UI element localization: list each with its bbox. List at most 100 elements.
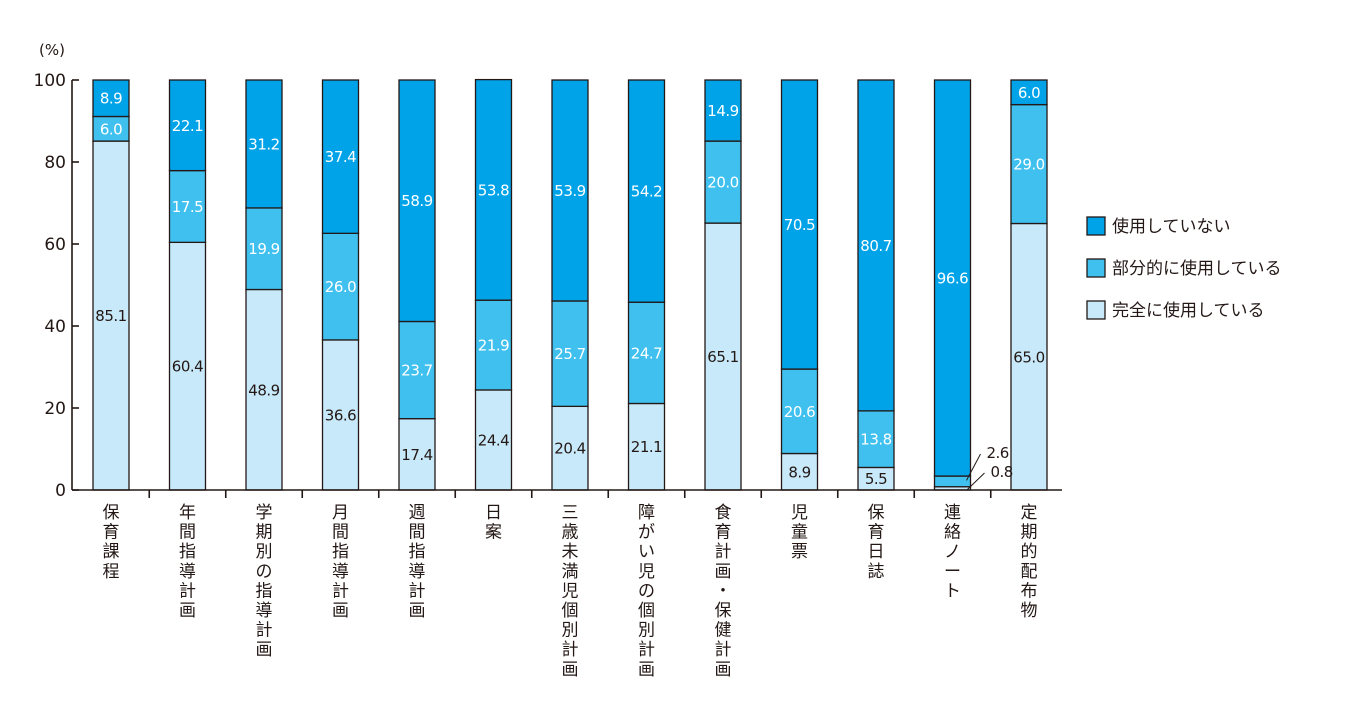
legend-swatch: [1086, 300, 1106, 320]
value-labels: 85.1 6.0 8.9 60.4 17.5 22.1 48.9 19.9 31.2 36.6 26…: [95, 84, 1045, 491]
legend-swatch: [1086, 216, 1106, 236]
bar-segment: [321, 79, 360, 234]
bar-segment: [551, 300, 589, 408]
data-label: 20.6: [784, 403, 815, 421]
x-tick-label: 連絡ノート: [944, 503, 961, 601]
data-label: 53.8: [478, 181, 509, 199]
legend-label: 使用していない: [1112, 216, 1231, 237]
bar-stack: [168, 79, 207, 491]
data-label: 96.6: [937, 270, 968, 288]
data-label: 60.4: [172, 358, 203, 376]
data-label: 80.7: [860, 237, 891, 255]
bar-segment: [933, 79, 972, 477]
bar-stack: [627, 79, 666, 491]
legend-label: 完全に使用している: [1112, 300, 1265, 321]
bar-segment: [92, 79, 130, 118]
bar-segment: [627, 301, 666, 405]
data-label: 25.7: [554, 345, 585, 363]
x-tick-label: 月間指導計画: [332, 503, 349, 621]
bar-segment: [245, 207, 283, 291]
bar-segment: [1010, 222, 1048, 491]
data-label: 20.0: [707, 174, 738, 192]
data-label: 8.9: [100, 90, 122, 108]
legend-swatch: [1086, 258, 1106, 278]
x-tick-label: 三歳未満児個別計画: [562, 503, 579, 680]
y-tick-label: 20: [44, 399, 66, 419]
data-label: 2.6: [987, 444, 1009, 462]
callout-line: [966, 453, 981, 481]
bar-segment: [704, 79, 742, 142]
data-label: 6.0: [100, 120, 122, 138]
bar-stack: [780, 79, 819, 491]
bar-segment: [321, 232, 360, 341]
data-label: 24.4: [478, 431, 509, 449]
bar-segment: [321, 339, 360, 491]
data-label: 17.5: [172, 198, 203, 216]
data-label: 21.9: [478, 337, 509, 355]
bar-segment: [474, 389, 513, 491]
data-label: 29.0: [1013, 156, 1044, 174]
x-tick-label: 年間指導計画: [179, 503, 196, 621]
bar-segment: [398, 79, 436, 323]
bar-stack: [1010, 79, 1048, 491]
y-tick-label: 0: [55, 481, 66, 501]
bar-stack: [551, 79, 589, 491]
bar-segment: [245, 79, 283, 209]
data-label: 31.2: [248, 135, 279, 153]
bar-segment: [857, 79, 895, 412]
data-label: 26.0: [325, 278, 356, 296]
x-tick-label: 学期別の指導計画: [256, 503, 273, 660]
data-label: 21.1: [631, 438, 662, 456]
y-tick-label: 60: [44, 235, 66, 255]
y-axis: 0 20 40 60 80 100: [34, 71, 79, 501]
x-tick-label: 保育課程: [103, 503, 120, 582]
data-label: 48.9: [248, 381, 279, 399]
x-tick-label: 児童票: [791, 503, 808, 562]
bar-segment: [933, 475, 972, 488]
x-tick-label: 定期的配布物: [1021, 503, 1038, 621]
bar-segment: [474, 78, 513, 301]
x-tick-label: 食育計画・保健計画: [715, 503, 732, 680]
bar-stack: [474, 78, 513, 491]
bar-segment: [780, 368, 819, 455]
data-label: 70.5: [784, 216, 815, 234]
bar-segment: [168, 169, 207, 244]
data-label: 8.9: [788, 463, 810, 481]
bar-stack: [321, 79, 360, 491]
x-tick-label: 週間指導計画: [409, 503, 426, 621]
x-tick-label: 日案: [485, 503, 502, 543]
bar-segment: [398, 320, 436, 420]
bar-segment: [245, 288, 283, 491]
bar-stack: [933, 79, 972, 491]
data-label: 85.1: [95, 307, 126, 325]
y-tick-label: 40: [44, 317, 66, 337]
bar-segment: [780, 452, 819, 491]
data-label: 65.1: [707, 348, 738, 366]
bar-segment: [551, 79, 589, 302]
bar-stack: [857, 79, 895, 491]
data-label: 19.9: [248, 240, 279, 258]
legend-item: 部分的に使用している: [1086, 258, 1282, 279]
bar-segment: [1010, 79, 1048, 106]
x-axis: 保育課程 年間指導計画 学期別の指導計画 月間指導計画 週間指導計画 日案 三歳未満児個別計…: [72, 489, 1062, 680]
data-label: 37.4: [325, 148, 356, 166]
y-tick-label: 80: [44, 153, 66, 173]
data-label: 5.5: [865, 470, 887, 488]
bar-segment: [168, 241, 207, 491]
bar-segment: [398, 418, 436, 491]
legend-item: 完全に使用している: [1086, 300, 1265, 321]
x-tick-label: 保育日誌: [868, 503, 885, 582]
data-label: 54.2: [631, 183, 662, 201]
data-label: 24.7: [631, 344, 662, 362]
data-label: 53.9: [554, 182, 585, 200]
bar-stack: [398, 79, 436, 491]
data-label: 13.8: [860, 431, 891, 449]
data-label: 14.9: [707, 102, 738, 120]
legend-label: 部分的に使用している: [1112, 258, 1282, 279]
data-label: 65.0: [1013, 348, 1044, 366]
data-label: 22.1: [172, 117, 203, 135]
bar-stack: [92, 79, 130, 491]
data-label: 23.7: [401, 362, 432, 380]
